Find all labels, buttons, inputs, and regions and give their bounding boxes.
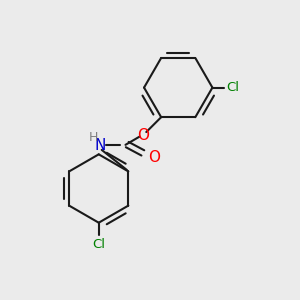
Text: O: O [137,128,149,142]
Text: O: O [148,150,160,165]
Text: Cl: Cl [92,238,105,250]
Text: H: H [89,130,98,144]
Text: Cl: Cl [227,81,240,94]
Text: N: N [94,138,106,153]
